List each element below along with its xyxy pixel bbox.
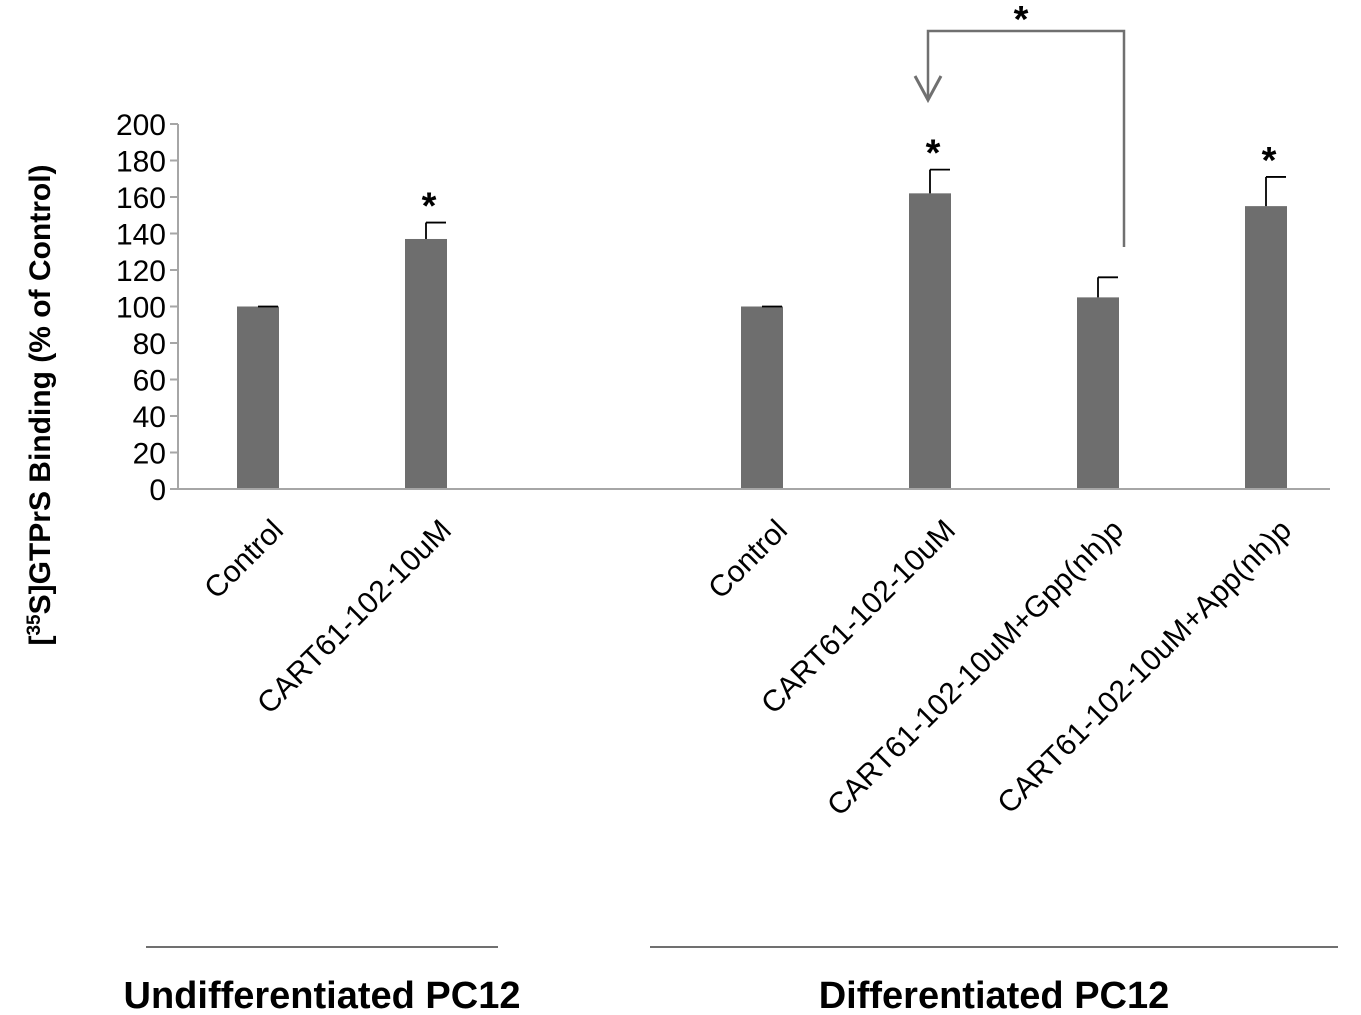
significance-star: * bbox=[1262, 140, 1277, 182]
bar bbox=[237, 306, 279, 489]
group-label: Undifferentiated PC12 bbox=[124, 975, 521, 1015]
y-tick-label: 100 bbox=[116, 292, 166, 325]
y-tick-label: 80 bbox=[133, 328, 166, 361]
bar bbox=[1077, 297, 1119, 489]
significance-annotations: * * * * bbox=[422, 0, 1277, 247]
y-tick-label: 60 bbox=[133, 365, 166, 398]
bar bbox=[909, 193, 951, 489]
y-tick-label: 20 bbox=[133, 438, 166, 471]
x-tick-label: Control bbox=[198, 514, 290, 606]
comparison-star: * bbox=[1014, 0, 1029, 41]
x-tick-label: CART61-102-10uM+Gpp(nh)p bbox=[821, 514, 1130, 823]
y-tick-label: 180 bbox=[116, 146, 166, 179]
bar bbox=[741, 306, 783, 489]
group-labels: Undifferentiated PC12 Differentiated PC12 bbox=[124, 946, 1338, 1015]
group-label: Differentiated PC12 bbox=[819, 975, 1170, 1015]
significance-star: * bbox=[926, 133, 941, 175]
bars bbox=[237, 168, 1287, 489]
y-tick-label: 140 bbox=[116, 219, 166, 252]
x-tick-label: CART61-102-10uM+App(nh)p bbox=[991, 514, 1298, 821]
y-tick-label: 160 bbox=[116, 182, 166, 215]
comparison-bracket bbox=[926, 29, 1126, 247]
x-tick-label: Control bbox=[702, 514, 794, 606]
y-tick-label: 40 bbox=[133, 401, 166, 434]
bar bbox=[405, 238, 447, 489]
y-tick-label: 120 bbox=[116, 255, 166, 288]
y-tick-label: 0 bbox=[149, 474, 166, 507]
y-axis-title: [35S]GTPrS Binding (% of Control) bbox=[24, 164, 58, 645]
significance-star: * bbox=[422, 186, 437, 228]
y-tick-label: 200 bbox=[116, 109, 166, 142]
bar bbox=[1245, 206, 1287, 489]
comparison-arrowhead bbox=[913, 75, 943, 104]
